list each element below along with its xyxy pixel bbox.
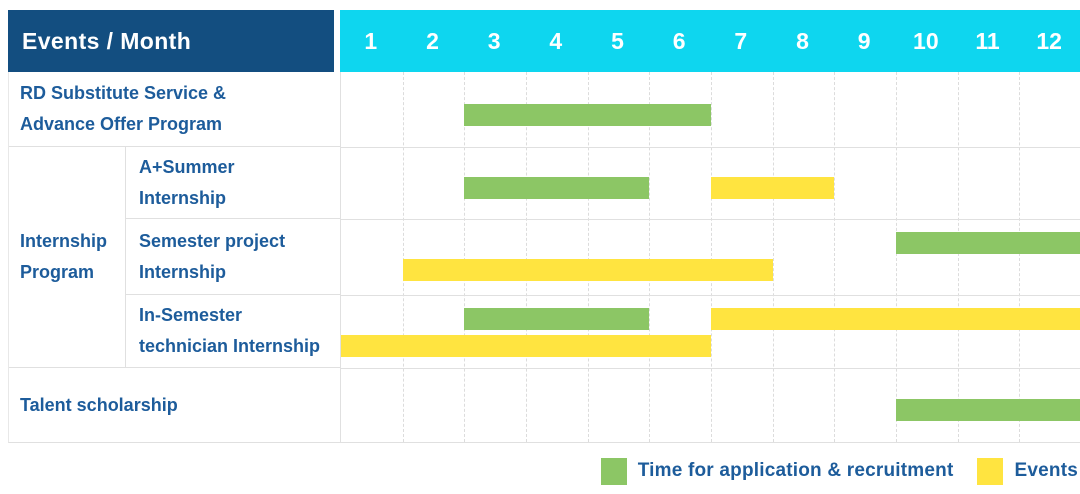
month-header-cell: 6 (672, 27, 686, 54)
month-header-cell: 8 (796, 27, 809, 54)
legend-label: Time for application & recruitment (637, 460, 954, 481)
gantt-body: RD Substitute Service & Advance Offer Pr… (8, 72, 1080, 443)
gantt-bar-application (464, 177, 650, 199)
month-header-cell: 5 (611, 27, 624, 54)
month-header-cell: 9 (857, 27, 871, 54)
grid-line-vertical (526, 72, 527, 442)
gantt-table: Events / Month 1 2 3 4 5 6 7 8 9 10 11 12 RD Substi… (8, 10, 1080, 443)
row-label-semester-project: Semester project Internship (126, 219, 341, 295)
grid-line-horizontal (341, 295, 1080, 296)
grid-line-vertical (896, 72, 897, 442)
grid-line-vertical (464, 72, 466, 442)
grid-line-vertical (711, 72, 712, 442)
month-header-cell: 4 (549, 27, 563, 54)
grid-line-horizontal (341, 368, 1080, 369)
grid-line-vertical (957, 72, 959, 442)
gantt-bar-event (341, 335, 711, 357)
legend-label: Events (1014, 460, 1078, 481)
row-label-talent-scholarship: Talent scholarship (9, 368, 341, 442)
legend-swatch-event (977, 457, 1004, 485)
grid-line-vertical (402, 72, 404, 442)
gantt-bar-application (464, 104, 711, 126)
gantt-grid (341, 72, 1080, 442)
grid-line-vertical (587, 72, 589, 442)
gantt-bar-event (711, 308, 1080, 330)
legend-item-event: Events (977, 457, 1078, 485)
gantt-bar-application (464, 308, 650, 330)
month-header-cell: 1 (364, 27, 378, 54)
row-label-a-plus-summer: A+Summer Internship (126, 147, 341, 219)
legend: Time for application & recruitment Events (600, 456, 1078, 486)
grid-line-vertical (1019, 72, 1021, 442)
month-header-cell: 3 (487, 27, 501, 54)
month-header: 1 2 3 4 5 6 7 8 9 10 11 12 (340, 10, 1080, 72)
legend-swatch-application (600, 457, 627, 485)
month-header-cell: 2 (426, 27, 439, 54)
month-header-cell: 7 (734, 27, 748, 54)
grid-line-horizontal (341, 219, 1080, 220)
month-header-cell: 10 (913, 27, 939, 54)
gantt-bar-event (711, 177, 835, 199)
month-header-cell: 11 (975, 27, 1000, 54)
header-title: Events / Month (8, 10, 340, 72)
gantt-bar-event (402, 259, 773, 281)
grid-line-vertical (649, 72, 651, 442)
group-label-internship-program: Internship Program (9, 147, 126, 368)
gantt-bar-application (896, 399, 1080, 421)
grid-line-vertical (772, 72, 774, 442)
row-label-in-semester-technician: In-Semester technician Internship (126, 295, 341, 368)
grid-line-horizontal (341, 147, 1080, 148)
legend-item-application: Time for application & recruitment (600, 457, 954, 485)
month-header-cell: 12 (1036, 27, 1062, 54)
gantt-bar-application (896, 232, 1080, 254)
grid-line-vertical (834, 72, 836, 442)
row-label-rd-substitute: RD Substitute Service & Advance Offer Pr… (9, 72, 341, 147)
table-header-row: Events / Month 1 2 3 4 5 6 7 8 9 10 11 12 (8, 10, 1080, 72)
